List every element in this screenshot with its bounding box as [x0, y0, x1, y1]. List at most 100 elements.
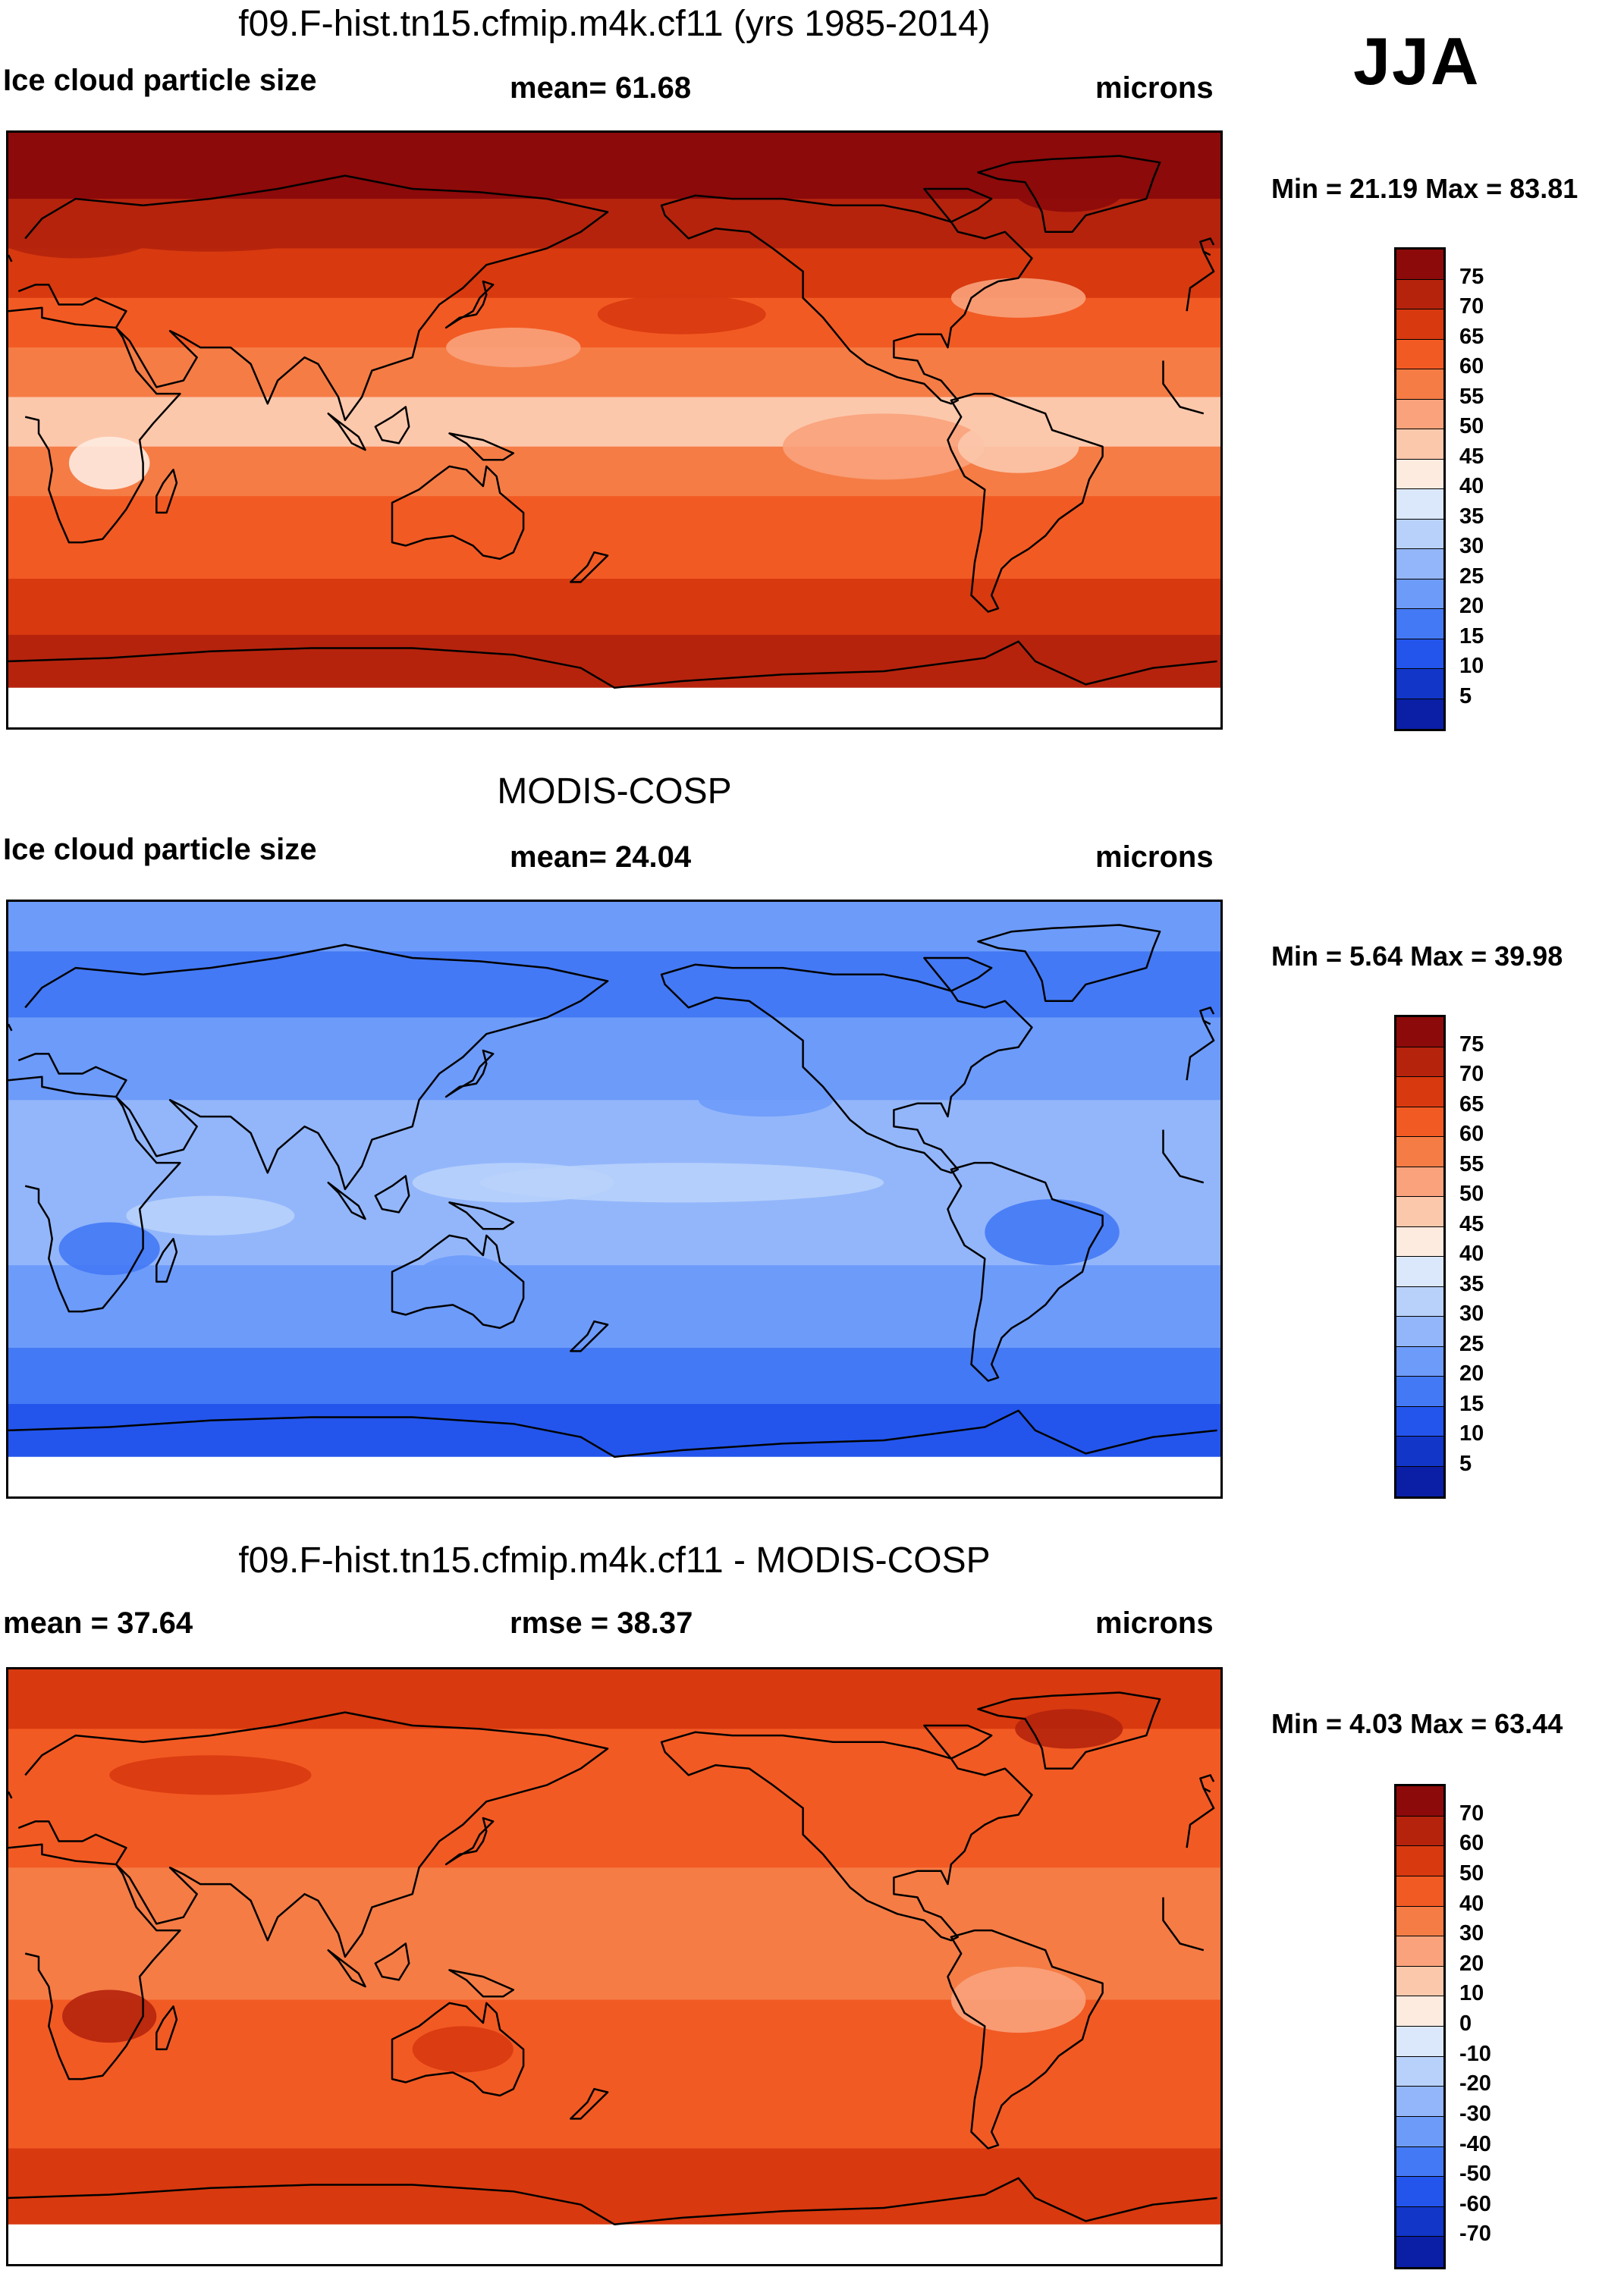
coastline-eurasia: [1186, 251, 1215, 312]
field-patch: [1015, 1709, 1123, 1749]
colorbar-swatch: [1396, 2056, 1443, 2087]
colorbar-swatch: [1396, 489, 1443, 520]
panel-3-map: [6, 1667, 1223, 2266]
colorbar-swatch: [1396, 699, 1443, 729]
field-patch: [950, 1967, 1086, 2033]
coastline-nz: [570, 2087, 609, 2120]
colorbar-swatch: [1396, 2237, 1443, 2267]
field-patch: [479, 1923, 884, 1977]
coastline-greenland: [977, 155, 1161, 233]
colorbar-swatch: [1396, 1996, 1443, 2027]
colorbar-tick-label: 65: [1459, 324, 1484, 349]
coastline-madagascar: [155, 469, 178, 514]
coastline-southamerica: [947, 1161, 1104, 1382]
colorbar-swatch: [1396, 519, 1443, 549]
colorbar-tick-label: -20: [1459, 2071, 1491, 2096]
colorbar-tick-label: -40: [1459, 2131, 1491, 2156]
colorbar-swatch: [1396, 459, 1443, 489]
field-patch: [126, 1195, 295, 1236]
colorbar-tick-label: 15: [1459, 1391, 1484, 1416]
missing-data-region: [8, 2224, 1220, 2264]
colorbar-swatch: [1396, 309, 1443, 340]
colorbar-tick-label: -30: [1459, 2101, 1491, 2126]
field-band: [8, 1017, 1220, 1101]
field-band: [8, 347, 1220, 397]
field-patch: [446, 327, 581, 368]
coastline-greenland: [977, 1691, 1161, 1770]
colorbar-swatch: [1396, 1346, 1443, 1377]
field-band: [8, 1867, 1220, 1934]
coastline-greenland: [977, 924, 1161, 1002]
panel-1-title: f09.F-hist.tn15.cfmip.m4k.cf11 (yrs 1985…: [238, 4, 991, 44]
coastline-sumatra: [327, 412, 366, 451]
coastline-baffin: [923, 1724, 993, 1760]
colorbar-tick-label: 0: [1459, 2011, 1472, 2036]
coastline-nz: [570, 1320, 609, 1352]
coastline-sumatra: [327, 1181, 366, 1220]
colorbar-swatch: [1396, 369, 1443, 400]
colorbar-swatch: [1396, 1377, 1443, 1407]
colorbar-tick-label: 50: [1459, 1861, 1484, 1886]
colorbar-tick-label: 15: [1459, 623, 1484, 648]
colorbar-tick-label: 25: [1459, 564, 1484, 589]
panel-3-rmse-label: rmse = 38.37: [510, 1606, 693, 1640]
coastline-ng: [448, 1201, 515, 1230]
coastline-southamerica: [947, 1929, 1104, 2150]
colorbar-tick-label: 25: [1459, 1331, 1484, 1356]
colorbar-swatch: [1396, 1317, 1443, 1347]
panel-2-left-label: Ice cloud particle size: [3, 833, 317, 866]
colorbar-tick-label: -10: [1459, 2041, 1491, 2066]
coastline-uk: [8, 254, 13, 262]
field-patch: [412, 1255, 514, 1308]
colorbar-swatch: [1396, 579, 1443, 609]
colorbar-swatch: [1396, 2177, 1443, 2207]
coastline-ng: [448, 1969, 515, 1998]
colorbar-swatch: [1396, 1936, 1443, 1967]
coastline-uk: [1199, 237, 1215, 256]
panel-3-title: f09.F-hist.tn15.cfmip.m4k.cf11 - MODIS-C…: [238, 1540, 991, 1581]
colorbar-swatch: [1396, 2146, 1443, 2178]
panel-1-left-label: Ice cloud particle size: [3, 64, 317, 97]
colorbar-tick-label: -50: [1459, 2162, 1491, 2187]
field-band: [8, 1348, 1220, 1405]
colorbar-swatch: [1396, 399, 1443, 429]
colorbar-swatch: [1396, 250, 1443, 280]
coastline-madagascar: [155, 2005, 178, 2051]
colorbar-swatch: [1396, 1466, 1443, 1496]
colorbar-swatch: [1396, 1107, 1443, 1137]
colorbar-swatch: [1396, 1966, 1443, 1997]
coastline-borneo: [374, 1175, 410, 1214]
field-patch: [58, 1222, 160, 1276]
colorbar-swatch: [1396, 1226, 1443, 1257]
colorbar-swatch: [1396, 1197, 1443, 1227]
field-band: [8, 1100, 1220, 1151]
panel-1-colorbar: [1394, 247, 1446, 731]
coastline-baffin: [923, 187, 993, 223]
coastline-eurasia: [1186, 1788, 1215, 1848]
field-band: [8, 2065, 1220, 2150]
field-patch: [8, 205, 160, 259]
colorbar-swatch: [1396, 1846, 1443, 1876]
panel-2-map: [6, 900, 1223, 1499]
coastline-africa: [1162, 1897, 1205, 1952]
coastline-antarctica: [8, 640, 1217, 689]
coastline-ng: [448, 432, 515, 461]
coastline-africa: [1162, 1129, 1205, 1184]
coastline-borneo: [374, 406, 410, 444]
colorbar-tick-label: 45: [1459, 444, 1484, 469]
colorbar-tick-label: 35: [1459, 1271, 1484, 1296]
colorbar-swatch: [1396, 2206, 1443, 2237]
colorbar-tick-label: 60: [1459, 1122, 1484, 1146]
coastline-northamerica: [660, 963, 1033, 1174]
colorbar-tick-label: -60: [1459, 2191, 1491, 2216]
colorbar-swatch: [1396, 1257, 1443, 1287]
field-patch: [782, 413, 985, 480]
colorbar-tick-label: -70: [1459, 2222, 1491, 2247]
colorbar-swatch: [1396, 1816, 1443, 1847]
panel-1-units-label: microns: [1095, 71, 1214, 105]
panel-2-title: MODIS-COSP: [497, 771, 732, 812]
coastline-northamerica: [660, 194, 1033, 405]
field-patch: [412, 1163, 614, 1203]
colorbar-tick-label: 10: [1459, 1981, 1484, 2006]
colorbar-tick-label: 55: [1459, 1151, 1484, 1176]
